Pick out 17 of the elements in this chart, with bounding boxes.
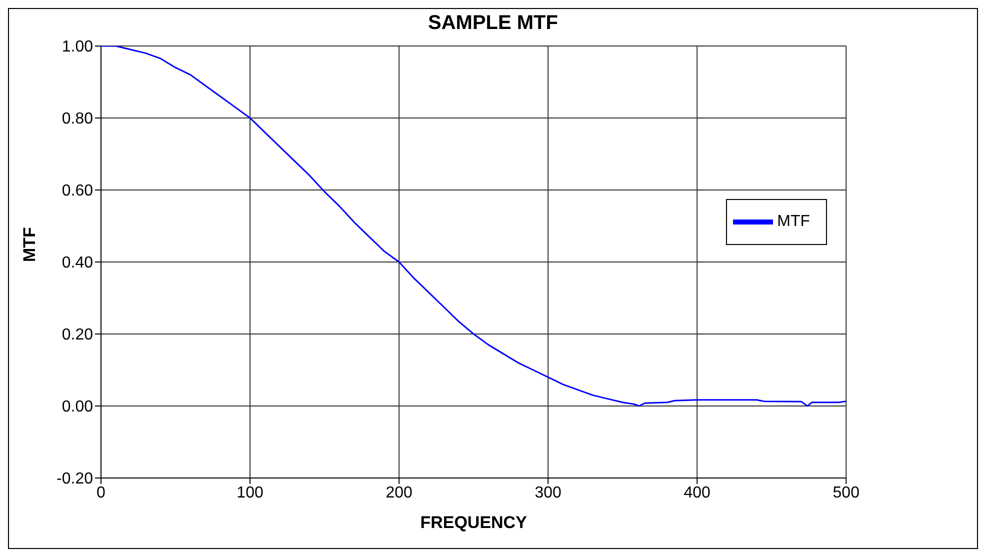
y-tick-label: 0.60 xyxy=(62,182,94,200)
x-tick-label: 100 xyxy=(236,484,264,502)
x-tick-label: 200 xyxy=(386,484,412,502)
x-axis-title: FREQUENCY xyxy=(420,513,528,532)
y-tick-label: -0.20 xyxy=(56,470,94,488)
x-tick-label: 400 xyxy=(684,484,711,502)
y-tick-label: 0.20 xyxy=(62,326,94,344)
legend-label: MTF xyxy=(777,213,810,230)
y-tick-label: 0.40 xyxy=(62,254,94,272)
y-axis-title: MTF xyxy=(20,227,40,262)
y-tick-label: 1.00 xyxy=(62,38,94,56)
y-tick-label: 0.00 xyxy=(62,398,94,416)
chart-title: SAMPLE MTF xyxy=(427,12,559,35)
x-tick-label: 0 xyxy=(96,484,106,502)
x-tick-label: 300 xyxy=(534,484,562,502)
y-tick-label: 0.80 xyxy=(62,110,94,128)
x-tick-label: 500 xyxy=(832,484,860,502)
